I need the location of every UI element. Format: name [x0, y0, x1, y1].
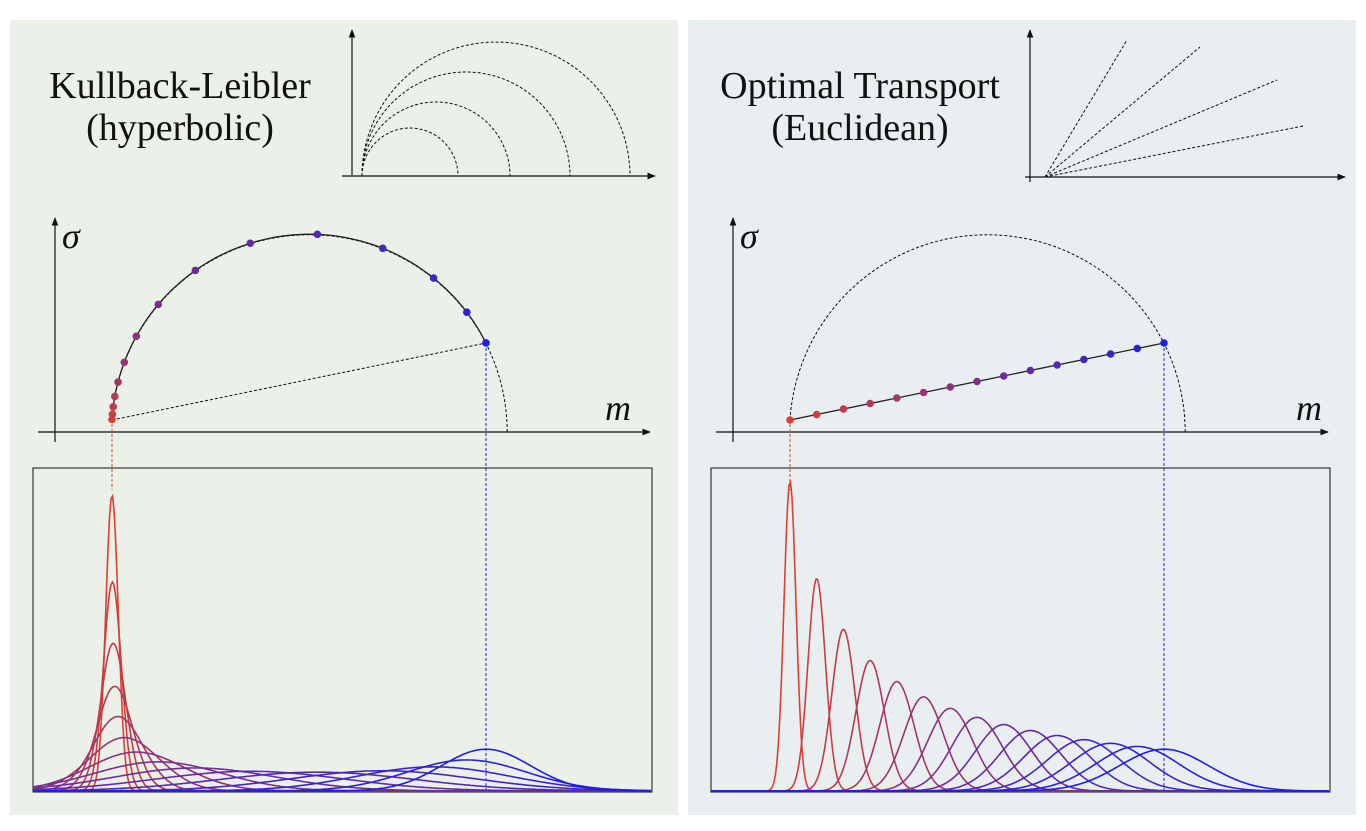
geodesic-sketch: [361, 71, 571, 177]
sample-dot: [1080, 355, 1088, 364]
sample-dot: [999, 372, 1008, 380]
chord: [111, 342, 487, 421]
sample-dot: [812, 410, 821, 419]
density-box: [32, 467, 653, 793]
sample-dot: [482, 339, 490, 347]
geodesic-sketch: [1044, 39, 1128, 178]
sample-dot: [132, 332, 141, 341]
geodesic-sketch: [1044, 125, 1304, 178]
left-y-label: σ: [62, 216, 81, 256]
sample-dot: [111, 392, 119, 401]
sample-dot: [109, 403, 118, 411]
sample-dot: [114, 378, 122, 386]
density-box: [710, 467, 1331, 793]
sample-dot: [1133, 344, 1142, 353]
sample-dot: [108, 410, 117, 418]
right-title: Optimal Transport: [720, 65, 1000, 107]
sample-dot: [246, 239, 255, 248]
right-subtitle: (Euclidean): [771, 107, 948, 149]
geodesic-sketch: [1044, 46, 1201, 178]
left-x-label: m: [605, 388, 631, 428]
sample-dot: [786, 416, 794, 424]
sample-dot: [154, 300, 163, 309]
density-curve: [711, 748, 1329, 792]
density-curve: [33, 748, 651, 792]
sample-dot: [462, 308, 471, 317]
sample-dot: [1160, 339, 1168, 347]
sample-dot: [946, 383, 955, 391]
sample-dot: [866, 399, 874, 408]
geodesic-sketch: [1044, 79, 1278, 178]
right-y-label: σ: [740, 216, 759, 256]
geodesic-sketch: [361, 127, 459, 177]
left-title: Kullback-Leibler: [49, 65, 311, 107]
geodesic-sketch: [361, 101, 511, 177]
sample-dot: [429, 274, 438, 282]
sample-dot: [313, 230, 322, 239]
sample-dot: [1026, 366, 1035, 375]
sample-dot: [973, 377, 981, 386]
sample-dot: [1106, 350, 1115, 358]
sample-dot: [191, 266, 200, 275]
sample-dot: [1053, 361, 1061, 369]
left-subtitle: (hyperbolic): [86, 107, 274, 149]
sample-dot: [919, 388, 928, 397]
sample-dot: [378, 244, 387, 253]
geodesic-sketch: [361, 41, 631, 177]
sample-dot: [120, 358, 129, 367]
right-x-label: m: [1296, 388, 1322, 428]
sample-dot: [893, 394, 901, 402]
sample-dot: [839, 405, 848, 413]
